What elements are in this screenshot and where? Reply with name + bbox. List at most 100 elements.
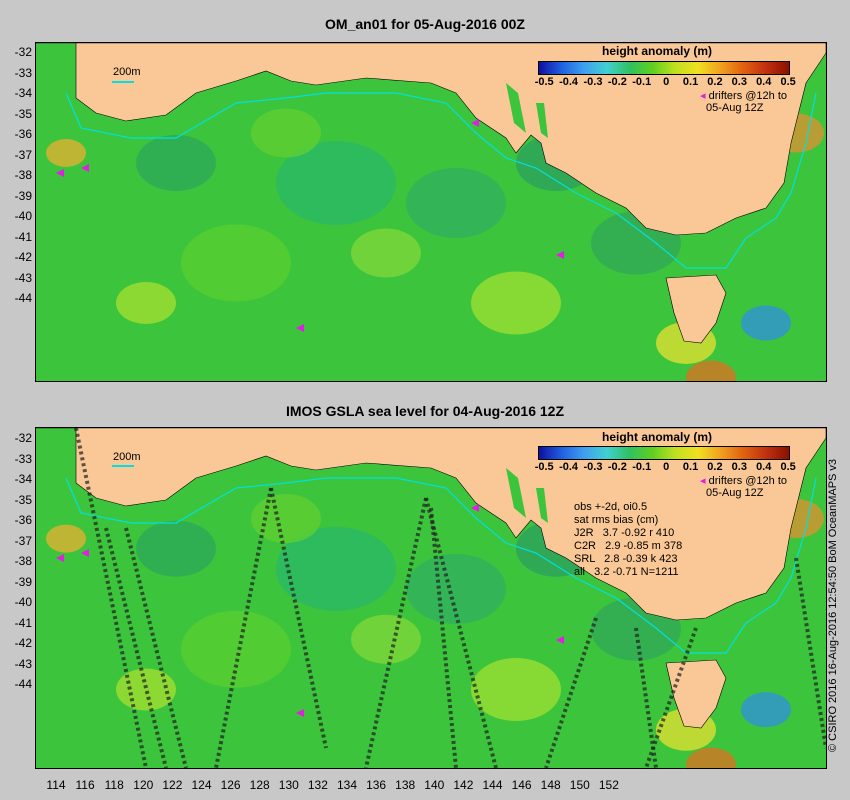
isobath-200m — [65, 92, 817, 269]
isobath-scale-label-2: 200m — [113, 451, 141, 463]
lon-tick-label: 122 — [162, 778, 183, 792]
drifter-marker — [56, 169, 64, 177]
lon-tick-label: 114 — [46, 778, 66, 792]
drifter-marker — [296, 324, 304, 332]
spencer-gulf — [506, 83, 526, 133]
lat-tick-label: -41 — [14, 615, 32, 630]
panel-1-title: OM_an01 for 05-Aug-2016 00Z — [325, 16, 525, 32]
lat-tick-label: -34 — [14, 472, 32, 486]
drifter-marker — [81, 549, 89, 557]
stats-row: all 3.2 -0.71 N=1211 — [574, 566, 679, 578]
sea-level-anomaly-patch — [46, 139, 86, 167]
sea-level-anomaly-patch — [741, 305, 791, 341]
colorbar-tick: -0.4 — [559, 461, 579, 473]
sea-level-anomaly-patch — [276, 141, 396, 225]
lat-tick-label: -42 — [14, 250, 32, 264]
drifter-marker — [471, 504, 479, 512]
lon-tick-label: 152 — [598, 778, 619, 792]
sea-level-anomaly-patch — [351, 228, 421, 278]
drifter-marker — [56, 554, 64, 562]
satellite-track — [269, 487, 328, 749]
colorbar-tick: 0.3 — [731, 461, 747, 473]
colorbar-1 — [538, 61, 790, 75]
colorbar-tick: -0.2 — [607, 461, 627, 473]
legend-title-2: height anomaly (m) — [602, 430, 713, 444]
gulf-st-vincent — [536, 488, 548, 523]
drifter-marker-icon: ◂ — [700, 90, 706, 102]
sea-level-anomaly-patch — [471, 271, 561, 335]
satellite-track — [794, 557, 826, 749]
satellite-track — [124, 527, 188, 768]
colorbar-tick: -0.3 — [583, 76, 603, 88]
satellite-track — [364, 497, 428, 768]
sea-level-anomaly-patch — [741, 692, 791, 728]
sea-level-anomaly-patch — [686, 360, 736, 381]
lon-tick-label: 138 — [395, 778, 416, 792]
lat-tick-label: -41 — [14, 229, 32, 244]
lat-tick-label: -33 — [14, 451, 32, 466]
sea-level-anomaly-patch — [351, 614, 421, 664]
satellite-track — [429, 507, 458, 768]
lon-tick-label: 126 — [220, 778, 241, 792]
lat-tick-label: -39 — [14, 574, 32, 589]
lat-tick-label: -38 — [14, 168, 32, 182]
lat-tick-label: -37 — [14, 147, 32, 162]
drifter-line-1: drifters @12h to — [708, 475, 788, 487]
colorbar-tick: 0.2 — [707, 76, 723, 88]
sea-level-anomaly-patch — [136, 135, 216, 191]
colorbar-tick: 0.4 — [756, 76, 772, 88]
lon-tick-label: 124 — [191, 778, 212, 792]
lon-tick-label: 120 — [133, 778, 154, 792]
isobath-scale-line-1 — [112, 81, 134, 83]
isobath-200m — [65, 477, 817, 654]
colorbar-ticks-2: -0.5 -0.4 -0.3 -0.2 -0.1 0 0.1 0.2 0.3 0.4 0.5 — [532, 461, 800, 473]
panel-1-map — [35, 42, 827, 382]
colorbar-tick: 0.2 — [707, 461, 723, 473]
lat-tick-label: -43 — [14, 270, 32, 285]
lon-tick-label: 118 — [104, 778, 124, 792]
colorbar-tick: -0.2 — [607, 76, 627, 88]
sea-level-anomaly-patch — [136, 520, 216, 577]
lat-tick-label: -44 — [14, 291, 32, 305]
spencer-gulf — [506, 468, 526, 518]
colorbar-tick: 0.4 — [756, 461, 772, 473]
panel-2-map — [35, 427, 827, 769]
satellite-track — [424, 497, 498, 768]
lat-tick-label: -37 — [14, 533, 32, 548]
colorbar-tick: 0.5 — [780, 76, 796, 88]
sea-level-anomaly-patch — [406, 553, 506, 624]
lon-tick-label: 134 — [336, 778, 358, 792]
isobath-scale-line-2 — [112, 465, 134, 467]
tasmania — [665, 274, 727, 344]
stats-header-2: sat rms bias (cm) — [574, 514, 659, 526]
drifter-line-2: 05-Aug 12Z — [706, 487, 764, 499]
satellite-track — [74, 428, 148, 768]
lat-tick-label: -32 — [14, 431, 32, 445]
sea-level-anomaly-patch — [181, 224, 291, 302]
drifter-note-2: ◂ drifters @12h to 05-Aug 12Z — [700, 475, 787, 499]
drifter-marker — [471, 119, 479, 127]
sea-level-anomaly-patch — [46, 524, 86, 553]
tasmania — [665, 659, 727, 729]
sea-level-anomaly-patch — [686, 747, 736, 768]
drifter-marker — [296, 709, 304, 717]
lat-tick-label: -35 — [14, 492, 32, 507]
lon-tick-label: 140 — [424, 778, 445, 792]
colorbar-ticks-1: -0.5 -0.4 -0.3 -0.2 -0.1 0 0.1 0.2 0.3 0.4 0.5 — [532, 76, 800, 88]
lon-tick-label: 144 — [482, 778, 503, 792]
lat-tick-label: -36 — [14, 513, 32, 527]
sea-level-anomaly-patch — [251, 108, 321, 158]
lat-tick-label: -44 — [14, 677, 32, 691]
sea-level-anomaly-patch — [276, 526, 396, 611]
colorbar-tick: 0.3 — [731, 76, 747, 88]
colorbar-tick: -0.4 — [559, 76, 579, 88]
australia-mainland — [36, 428, 826, 621]
lon-tick-label: 146 — [511, 778, 532, 792]
legend-title-1: height anomaly (m) — [602, 44, 713, 58]
stats-row: J2R 3.7 -0.92 r 410 — [574, 527, 675, 539]
drifter-marker — [81, 164, 89, 172]
sea-level-anomaly-patch — [116, 282, 176, 324]
sea-level-anomaly-patch — [181, 610, 291, 688]
colorbar-2 — [538, 446, 790, 460]
stats-header-1: obs +-2d, oi0.5 — [574, 501, 648, 513]
